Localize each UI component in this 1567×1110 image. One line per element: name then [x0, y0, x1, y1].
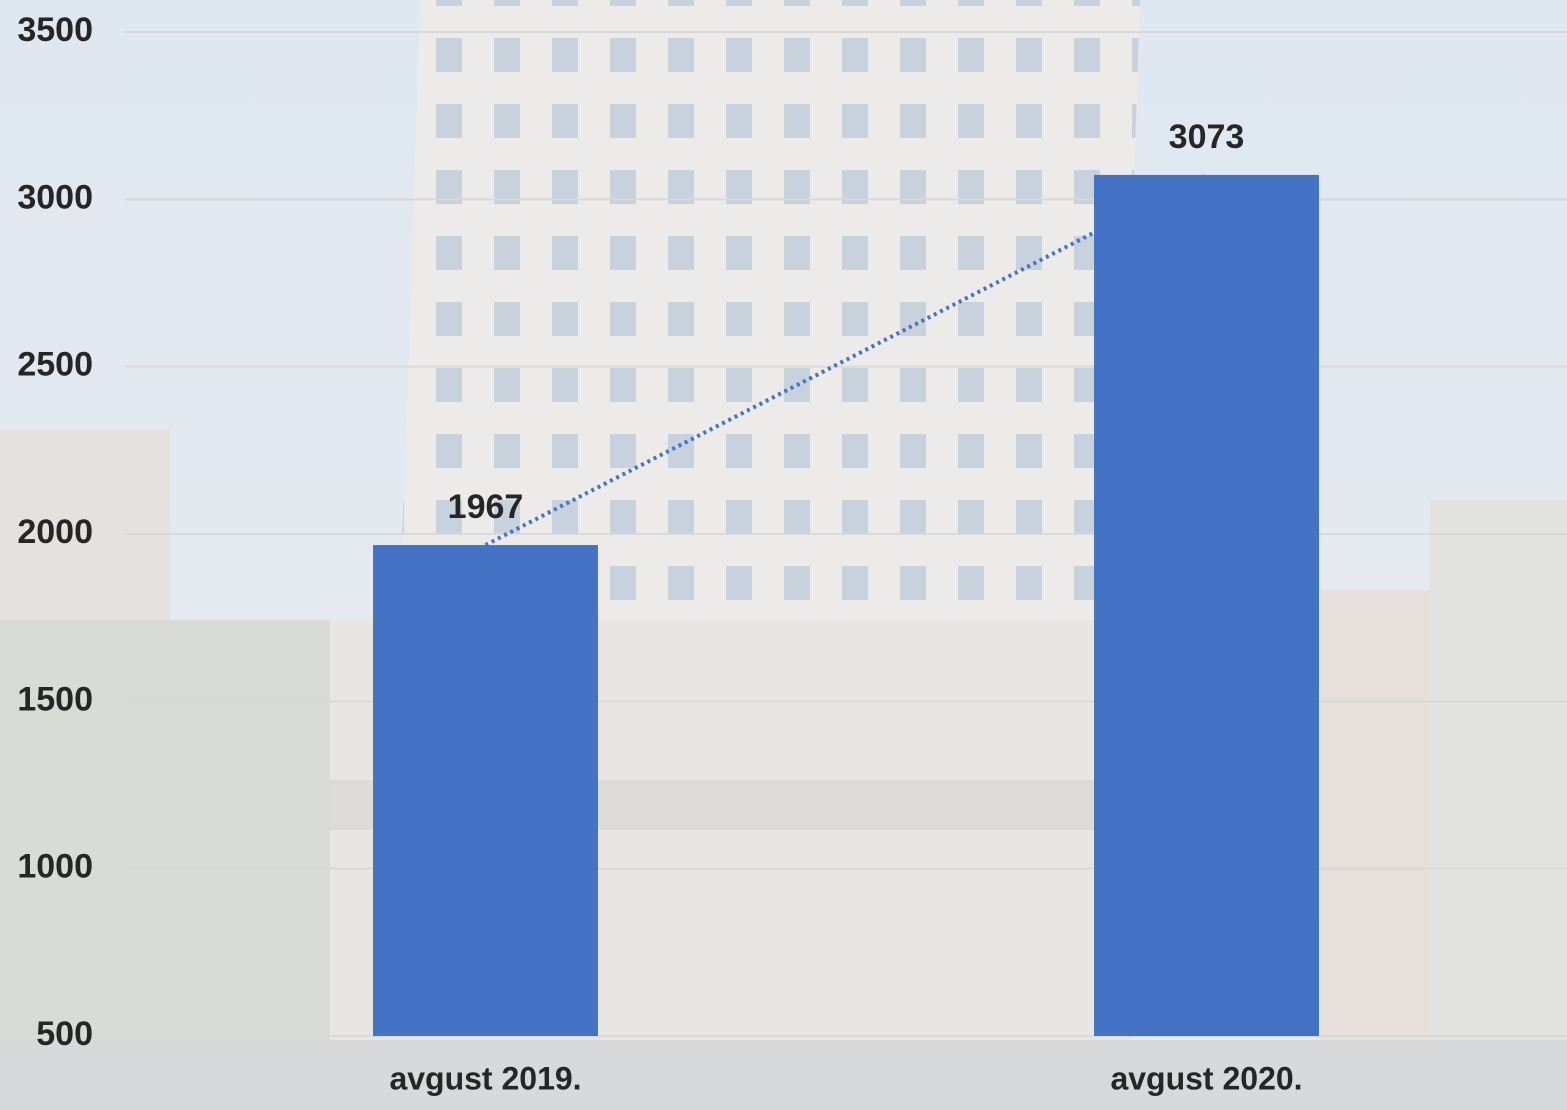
y-tick-label: 1000 — [17, 848, 93, 886]
x-tick-label: avgust 2019. — [389, 1060, 581, 1096]
bar — [373, 545, 598, 1036]
y-tick-label: 1500 — [17, 680, 93, 718]
data-label: 3073 — [1169, 118, 1245, 156]
trendline — [484, 173, 1208, 547]
x-tick-label: avgust 2020. — [1110, 1060, 1302, 1096]
y-tick-label: 3000 — [17, 178, 93, 216]
y-tick-label: 500 — [36, 1015, 93, 1053]
bar — [1094, 174, 1319, 1037]
y-tick-label: 3500 — [17, 11, 93, 49]
y-tick-label: 2000 — [17, 513, 93, 551]
y-tick-label: 2500 — [17, 346, 93, 384]
data-label: 1967 — [448, 488, 524, 526]
